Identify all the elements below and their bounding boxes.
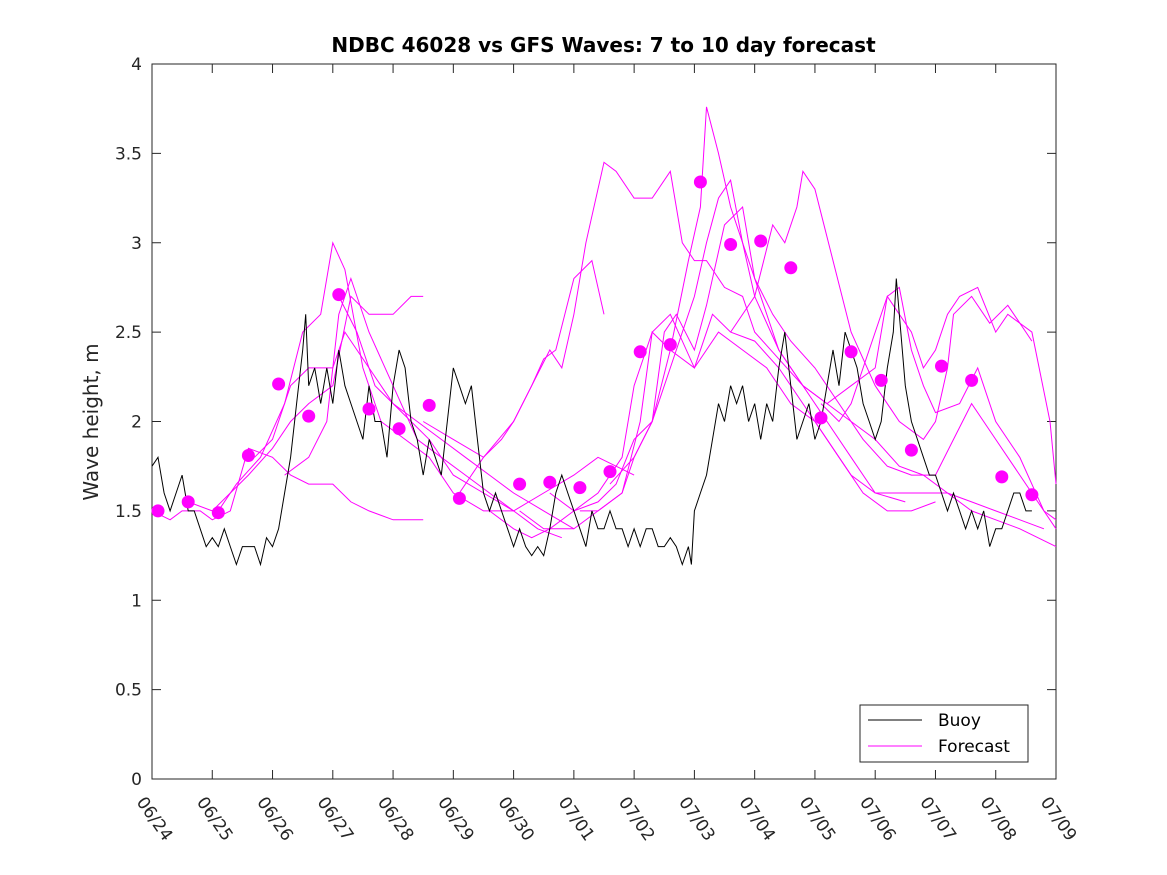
forecast-line — [609, 178, 1057, 521]
y-tick-label: 2 — [131, 413, 142, 433]
forecast-marker — [211, 506, 225, 520]
forecast-marker — [995, 470, 1009, 484]
forecast-marker — [452, 491, 466, 505]
legend-buoy-label: Buoy — [938, 711, 981, 731]
forecast-marker — [904, 443, 918, 457]
plot-area: 0 0.5 1 1.5 2 2.5 3 3.5 4 06/24 06/25 06/26 06/27 06… — [115, 55, 1080, 845]
forecast-marker — [784, 261, 798, 275]
forecast-marker — [362, 402, 376, 416]
forecast-line — [217, 241, 514, 512]
y-tick-label: 1.5 — [115, 502, 142, 522]
y-axis-label: Wave height, m — [79, 343, 103, 500]
y-tick-label: 0.5 — [115, 681, 142, 701]
forecast-marker — [513, 477, 527, 491]
forecast-marker — [392, 422, 406, 436]
x-tick-label: 07/09 — [1036, 793, 1080, 845]
forecast-marker — [272, 377, 286, 391]
forecast-marker — [422, 398, 436, 412]
forecast-marker — [844, 345, 858, 359]
forecast-line — [338, 296, 635, 512]
forecast-line — [730, 169, 1033, 441]
x-tick-label: 07/06 — [855, 793, 899, 845]
forecast-marker — [151, 504, 165, 518]
x-tick-label: 07/05 — [795, 793, 839, 845]
x-tick-label: 07/01 — [554, 793, 598, 845]
x-tick-label: 06/27 — [313, 793, 357, 845]
forecast-marker — [302, 409, 316, 423]
x-tick-label: 06/30 — [494, 793, 538, 845]
forecast-marker — [181, 495, 195, 509]
legend-box — [859, 704, 1029, 763]
forecast-marker — [724, 238, 738, 251]
legend: Buoy Forecast — [859, 704, 1029, 763]
forecast-marker — [633, 345, 647, 359]
forecast-marker — [754, 234, 768, 248]
forecast-line — [579, 106, 1057, 530]
forecast-marker — [603, 465, 617, 479]
forecast-line — [284, 276, 562, 539]
x-tick-label: 07/08 — [976, 793, 1020, 845]
forecast-marker — [814, 411, 828, 425]
plot-frame — [151, 63, 1057, 780]
forecast-marker — [874, 373, 888, 387]
chart-title: NDBC 46028 vs GFS Waves: 7 to 10 day for… — [331, 33, 876, 57]
legend-forecast-label: Forecast — [938, 737, 1010, 757]
x-tick-label: 07/03 — [674, 793, 718, 845]
y-tick-label: 2.5 — [115, 323, 142, 343]
forecast-marker — [332, 288, 346, 302]
forecast-marker — [543, 475, 557, 489]
forecast-line — [820, 286, 1057, 485]
x-tick-label: 06/28 — [373, 793, 417, 845]
x-tick-label: 06/24 — [132, 793, 176, 845]
x-tick-label: 06/25 — [192, 793, 236, 845]
forecast-marker — [1025, 488, 1039, 502]
series-layer — [151, 106, 1057, 567]
y-tick-label: 3 — [131, 234, 142, 254]
y-tick-label: 4 — [131, 55, 142, 75]
forecast-marker — [965, 373, 979, 387]
y-tick-label: 1 — [131, 591, 142, 611]
forecast-marker — [935, 359, 948, 373]
y-tick-label: 3.5 — [115, 144, 142, 164]
y-axis: 0 0.5 1 1.5 2 2.5 3 3.5 4 — [115, 55, 1056, 790]
x-tick-label: 07/02 — [614, 793, 658, 845]
x-tick-label: 07/07 — [915, 793, 959, 845]
x-tick-label: 06/29 — [433, 793, 477, 845]
x-tick-label: 07/04 — [735, 793, 779, 845]
x-tick-label: 06/26 — [252, 793, 296, 845]
forecast-marker — [663, 338, 677, 352]
forecast-marker — [693, 175, 707, 189]
forecast-marker — [241, 449, 255, 462]
y-tick-label: 0 — [131, 770, 142, 790]
buoy-line — [151, 278, 1032, 567]
forecast-marker — [573, 481, 587, 495]
